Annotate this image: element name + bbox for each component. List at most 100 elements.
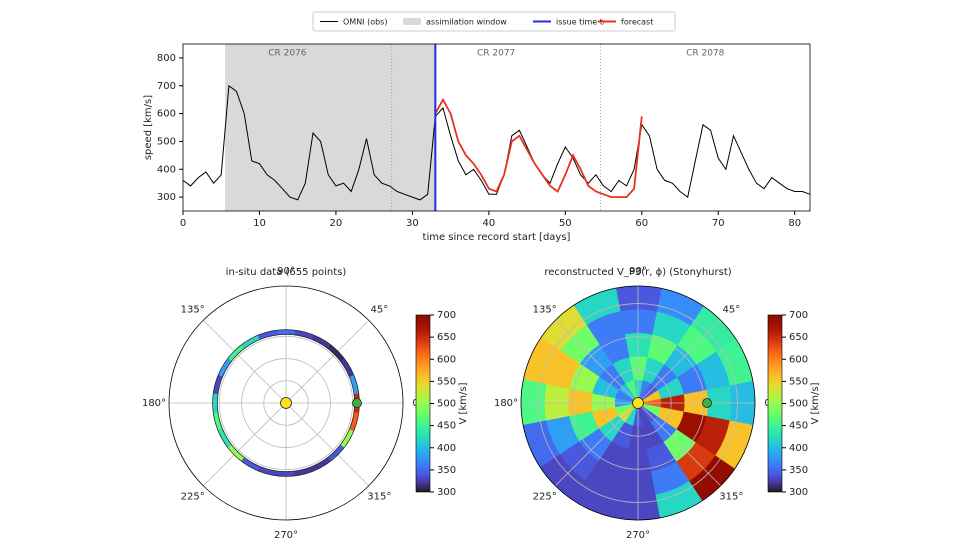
ring-segment: [276, 330, 296, 335]
y-tick-label: 600: [157, 109, 176, 120]
ring-segment: [218, 358, 232, 377]
ring-segment: [312, 457, 331, 471]
x-tick-label: 50: [559, 218, 572, 229]
y-axis-label: speed [km/s]: [143, 95, 154, 160]
polar-title: in-situ data (655 points): [226, 267, 347, 278]
ring-segment: [241, 335, 260, 349]
legend-label: OMNI (obs): [343, 18, 387, 27]
colorbar-tick-label: 700: [789, 310, 808, 321]
colorbar-tick-label: 650: [437, 332, 456, 343]
ring-segment: [294, 330, 314, 340]
legend-label: issue time tᵢ: [556, 18, 604, 27]
theta-tick-label: 180°: [142, 398, 166, 409]
x-tick-label: 60: [635, 218, 648, 229]
polar-frame: [520, 285, 756, 521]
theta-tick-label: 135°: [533, 305, 557, 316]
legend-box: [312, 11, 676, 32]
colorbar-tick-label: 350: [437, 465, 456, 476]
y-tick-label: 700: [157, 81, 176, 92]
colorbar-tick-label: 600: [789, 354, 808, 365]
ring-segment: [276, 471, 296, 476]
ring-segment: [340, 429, 354, 448]
colorbar-tick-label: 500: [437, 399, 456, 410]
ring-segment: [349, 375, 359, 395]
earth-marker: [352, 398, 362, 408]
angular-grid: [554, 402, 639, 487]
ring-segment: [213, 411, 223, 431]
colorbar-tick-label: 350: [789, 465, 808, 476]
colorbar-tick-label: 400: [437, 443, 456, 454]
colorbar: [767, 314, 783, 493]
legend-swatch: [403, 18, 421, 25]
series-line: [434, 97, 643, 198]
series-line: [182, 84, 811, 201]
sun-marker: [280, 397, 292, 409]
x-tick-label: 70: [712, 218, 725, 229]
angular-grid: [637, 319, 722, 404]
angular-grid: [202, 402, 287, 487]
polar-frame: [168, 285, 404, 521]
theta-tick-label: 135°: [181, 305, 205, 316]
ring-segment: [340, 358, 354, 377]
colorbar-tick-label: 550: [437, 376, 456, 387]
earth-marker: [702, 398, 712, 408]
ring-segment: [349, 411, 359, 431]
assimilation-window: [225, 44, 436, 211]
y-tick-label: 800: [157, 53, 176, 64]
theta-tick-label: 90°: [277, 266, 295, 277]
x-tick-label: 20: [330, 218, 343, 229]
colorbar: [415, 314, 431, 493]
x-tick-label: 30: [406, 218, 419, 229]
theta-tick-label: 45°: [370, 305, 388, 316]
angular-grid: [285, 319, 370, 404]
carrington-label: CR 2076: [268, 49, 307, 59]
ring-segment: [327, 444, 344, 461]
ring-segment: [228, 345, 245, 362]
y-tick-label: 500: [157, 136, 176, 147]
theta-tick-label: 90°: [629, 266, 647, 277]
colorbar-tick-label: 500: [789, 399, 808, 410]
colorbar-label: V [km/s]: [810, 382, 821, 424]
x-tick-label: 10: [253, 218, 266, 229]
x-tick-label: 80: [788, 218, 801, 229]
angular-grid: [202, 319, 287, 404]
x-tick-label: 40: [482, 218, 495, 229]
angular-grid: [554, 319, 639, 404]
ring-segment: [327, 345, 344, 362]
theta-tick-label: 225°: [181, 491, 205, 502]
colorbar-tick-label: 700: [437, 310, 456, 321]
colorbar-tick-label: 450: [437, 421, 456, 432]
ring-segment: [241, 457, 260, 471]
theta-tick-label: 270°: [626, 530, 650, 540]
theta-tick-label: 180°: [494, 398, 518, 409]
colorbar-tick-label: 450: [789, 421, 808, 432]
x-tick-label: 0: [180, 218, 186, 229]
ring-segment: [258, 466, 278, 476]
legend-label: assimilation window: [426, 18, 507, 27]
angular-grid: [637, 402, 722, 487]
x-axis-label: time since record start [days]: [423, 232, 571, 243]
y-tick-label: 400: [157, 164, 176, 175]
angular-grid: [285, 402, 370, 487]
colorbar-tick-label: 400: [789, 443, 808, 454]
sun-marker: [632, 397, 644, 409]
ring-segment: [258, 330, 278, 340]
theta-tick-label: 45°: [722, 305, 740, 316]
polar-title: reconstructed V_P3(r, ϕ) (Stonyhurst): [544, 267, 731, 278]
colorbar-label: V [km/s]: [458, 382, 469, 424]
axes-frame: [182, 43, 811, 212]
y-tick-label: 300: [157, 192, 176, 203]
ring-segment: [294, 466, 314, 476]
colorbar-tick-label: 300: [437, 487, 456, 498]
ring-segment: [312, 335, 331, 349]
carrington-label: CR 2078: [686, 49, 725, 59]
ring-segment: [228, 444, 245, 461]
ring-segment: [218, 429, 232, 448]
colorbar-tick-label: 650: [789, 332, 808, 343]
theta-tick-label: 315°: [719, 491, 743, 502]
legend-label: forecast: [621, 18, 653, 27]
theta-tick-label: 225°: [533, 491, 557, 502]
ring-segment: [213, 393, 218, 413]
theta-tick-label: 270°: [274, 530, 298, 540]
